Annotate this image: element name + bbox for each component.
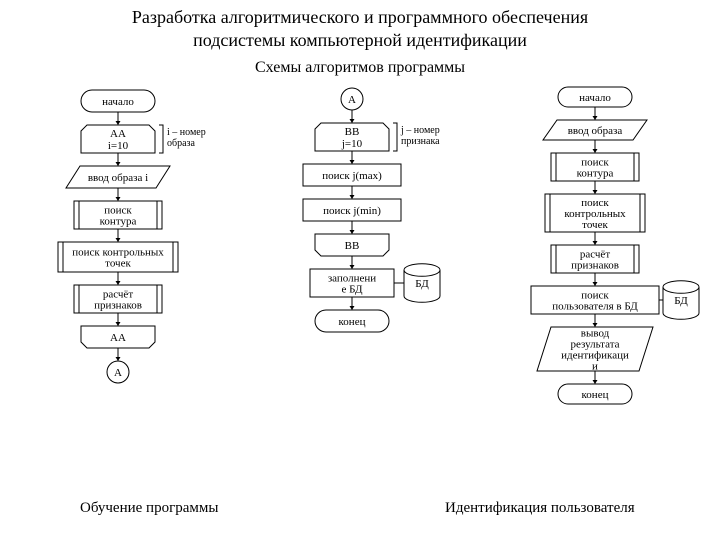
page-subtitle: Схемы алгоритмов программы — [0, 59, 720, 77]
node-n7: A — [107, 361, 129, 383]
flowchart-svg-2: ABBj=10j – номерпризнакапоиск j(max)поис… — [252, 83, 467, 503]
flowchart-col-training-a: началоAAi=10i – номеробразаввод образа i… — [18, 83, 233, 503]
svg-text:AA: AA — [110, 128, 126, 140]
svg-text:образа: образа — [167, 138, 195, 149]
node-m5: заполнение БДБД — [310, 264, 440, 303]
title-line-1: Разработка алгоритмического и программно… — [132, 7, 588, 27]
svg-text:A: A — [114, 367, 122, 379]
flowchart-columns: началоAAi=10i – номеробразаввод образа i… — [0, 83, 720, 503]
page-title: Разработка алгоритмического и программно… — [0, 0, 720, 51]
flowchart-col-training-b: ABBj=10j – номерпризнакапоиск j(max)поис… — [252, 83, 467, 503]
svg-text:признака: признака — [401, 136, 440, 147]
node-n0: начало — [81, 90, 155, 112]
node-r7: конец — [558, 384, 632, 404]
node-m0: A — [341, 88, 363, 110]
node-r1: ввод образа — [543, 120, 647, 140]
node-m1: BBj=10 j – номерпризнака — [315, 123, 440, 151]
node-r3: поискконтрольныхточек — [545, 194, 645, 232]
node-r5: поискпользователя в БДБД — [531, 281, 699, 320]
svg-text:БД: БД — [416, 278, 430, 290]
svg-text:БД: БД — [674, 295, 688, 307]
svg-text:точек: точек — [582, 219, 608, 231]
svg-text:начало: начало — [102, 96, 134, 108]
svg-text:признаков: признаков — [94, 300, 142, 312]
caption-identification: Идентификация пользователя — [445, 500, 635, 517]
svg-text:признаков: признаков — [571, 260, 619, 272]
svg-text:ввод образа: ввод образа — [568, 125, 623, 137]
svg-text:конец: конец — [339, 316, 366, 328]
node-r4: расчётпризнаков — [551, 245, 639, 273]
node-n4: поиск контрольныхточек — [58, 242, 178, 272]
node-n5: расчётпризнаков — [74, 285, 162, 313]
svg-text:j – номер: j – номер — [400, 125, 440, 136]
node-r2: поискконтура — [551, 153, 639, 181]
svg-text:A: A — [349, 94, 357, 106]
node-r6: выводрезультатаидентификации — [537, 327, 653, 373]
node-m3: поиск j(min) — [303, 199, 401, 221]
svg-text:i – номер: i – номер — [167, 127, 206, 138]
node-m2: поиск j(max) — [303, 164, 401, 186]
svg-text:контура: контура — [99, 216, 136, 228]
flowchart-svg-1: началоAAi=10i – номеробразаввод образа i… — [18, 83, 233, 503]
svg-text:i=10: i=10 — [108, 140, 129, 152]
svg-text:поиск j(min): поиск j(min) — [324, 205, 382, 217]
node-n3: поискконтура — [74, 201, 162, 229]
svg-text:точек: точек — [105, 258, 131, 270]
node-n1: AAi=10 i – номеробраза — [81, 125, 206, 153]
node-n6: AA — [81, 326, 155, 348]
svg-text:j=10: j=10 — [341, 138, 363, 150]
svg-text:ввод образа i: ввод образа i — [88, 172, 148, 184]
node-n2: ввод образа i — [66, 166, 170, 188]
caption-training: Обучение программы — [80, 500, 218, 517]
svg-text:пользователя в БД: пользователя в БД — [552, 301, 638, 313]
flowchart-col-identification: начало ввод образа поискконтура поискконтро… — [487, 83, 702, 503]
svg-text:контура: контура — [577, 168, 614, 180]
svg-text:AA: AA — [110, 332, 126, 344]
svg-text:и: и — [592, 361, 598, 373]
svg-text:е БД: е БД — [342, 284, 364, 296]
svg-text:конец: конец — [582, 389, 609, 401]
title-line-2: подсистемы компьютерной идентификации — [193, 30, 527, 50]
svg-text:поиск j(max): поиск j(max) — [323, 170, 383, 182]
svg-text:начало: начало — [579, 92, 611, 104]
node-m4: BB — [315, 234, 389, 256]
svg-text:BB: BB — [345, 126, 360, 138]
flowchart-svg-3: начало ввод образа поискконтура поискконтро… — [487, 83, 702, 503]
node-r0: начало — [558, 87, 632, 107]
node-m6: конец — [315, 310, 389, 332]
svg-text:BB: BB — [345, 240, 360, 252]
